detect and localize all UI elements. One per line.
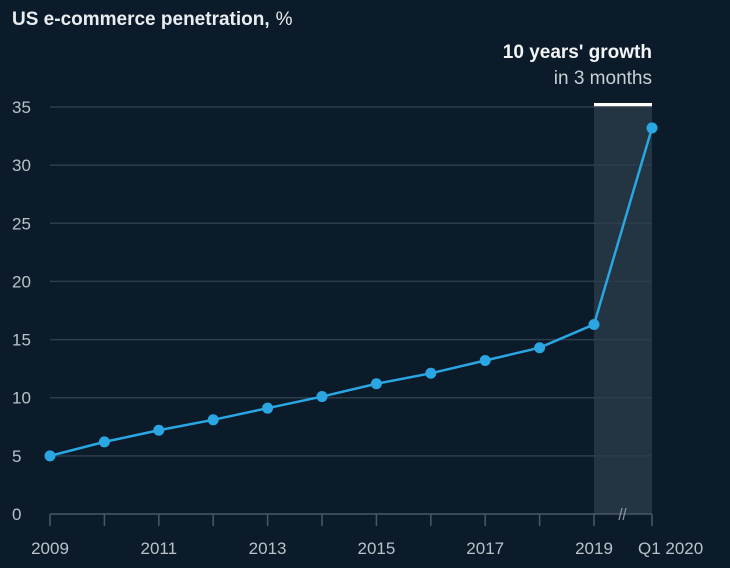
- y-tick-label: 5: [12, 447, 21, 466]
- data-point: [316, 391, 328, 403]
- axis-break-icon: [618, 507, 627, 521]
- data-point: [370, 378, 382, 390]
- y-tick-label: 30: [12, 156, 31, 175]
- data-point: [646, 122, 658, 134]
- x-tick-label: 2019: [575, 539, 613, 558]
- y-tick-label: 35: [12, 98, 31, 117]
- x-tick-label: 2017: [466, 539, 504, 558]
- highlight-band: [594, 107, 652, 514]
- highlight-bar: [594, 103, 652, 107]
- annotation-headline: 10 years' growth: [503, 42, 652, 63]
- y-tick-label: 25: [12, 214, 31, 233]
- y-tick-label: 0: [12, 505, 21, 524]
- data-point: [44, 450, 56, 462]
- data-point: [262, 402, 274, 414]
- data-point: [534, 342, 546, 354]
- y-tick-label: 10: [12, 389, 31, 408]
- x-tick-label: 2013: [249, 539, 287, 558]
- data-point: [479, 355, 491, 367]
- x-tick-label: 2015: [357, 539, 395, 558]
- data-point: [153, 424, 165, 436]
- data-point: [98, 436, 110, 448]
- data-point: [207, 414, 219, 426]
- x-tick-label: 2009: [31, 539, 69, 558]
- y-tick-label: 15: [12, 331, 31, 350]
- chart-title-text: US e-commerce penetration,: [12, 9, 270, 30]
- chart-title-unit: %: [276, 9, 293, 30]
- data-point: [588, 318, 600, 330]
- data-point: [425, 367, 437, 379]
- x-tick-label: 2011: [141, 539, 178, 558]
- chart-title: US e-commerce penetration,%: [12, 9, 293, 30]
- annotation-subline: in 3 months: [554, 68, 652, 89]
- x-tick-label: Q1 2020: [638, 539, 703, 558]
- series-line: [49, 127, 654, 458]
- y-tick-label: 20: [12, 272, 31, 291]
